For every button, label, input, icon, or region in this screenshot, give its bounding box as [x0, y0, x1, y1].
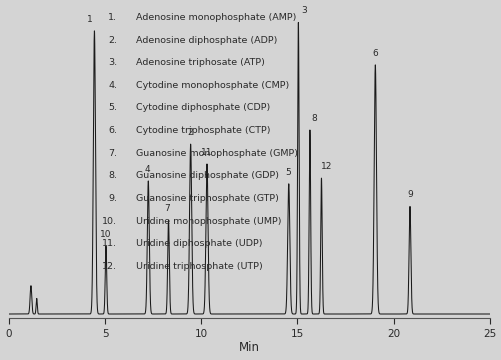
Text: 1.: 1.: [108, 13, 117, 22]
Text: Cytodine triphosphate (CTP): Cytodine triphosphate (CTP): [136, 126, 270, 135]
Text: 8: 8: [311, 114, 317, 123]
X-axis label: Min: Min: [238, 341, 260, 355]
Text: 1: 1: [87, 15, 92, 24]
Text: 5.: 5.: [108, 103, 117, 112]
Text: 11: 11: [201, 148, 212, 157]
Text: Adenosine diphosphate (ADP): Adenosine diphosphate (ADP): [136, 36, 277, 45]
Text: 6: 6: [372, 49, 377, 58]
Text: Uridine triphosphate (UTP): Uridine triphosphate (UTP): [136, 262, 263, 271]
Text: Guanosine monophosphate (GMP): Guanosine monophosphate (GMP): [136, 149, 298, 158]
Text: Cytodine monophosphate (CMP): Cytodine monophosphate (CMP): [136, 81, 289, 90]
Text: 2: 2: [187, 128, 193, 137]
Text: Uridine monophosphate (UMP): Uridine monophosphate (UMP): [136, 217, 281, 226]
Text: 3: 3: [301, 6, 307, 15]
Text: 11.: 11.: [102, 239, 117, 248]
Text: 9.: 9.: [108, 194, 117, 203]
Text: 7: 7: [164, 204, 170, 213]
Text: 5: 5: [285, 168, 290, 177]
Text: 12: 12: [320, 162, 331, 171]
Text: 12.: 12.: [102, 262, 117, 271]
Text: Adenosine triphosate (ATP): Adenosine triphosate (ATP): [136, 58, 265, 67]
Text: 3.: 3.: [108, 58, 117, 67]
Text: Guanosine triphosphate (GTP): Guanosine triphosphate (GTP): [136, 194, 279, 203]
Text: 9: 9: [406, 190, 412, 199]
Text: 7.: 7.: [108, 149, 117, 158]
Text: Guanosine diphosphate (GDP): Guanosine diphosphate (GDP): [136, 171, 279, 180]
Text: 10.: 10.: [102, 217, 117, 226]
Text: 4: 4: [144, 165, 150, 174]
Text: 10: 10: [100, 230, 112, 239]
Text: Adenosine monophosphate (AMP): Adenosine monophosphate (AMP): [136, 13, 296, 22]
Text: 8.: 8.: [108, 171, 117, 180]
Text: Cytodine diphosphate (CDP): Cytodine diphosphate (CDP): [136, 103, 270, 112]
Text: 6.: 6.: [108, 126, 117, 135]
Text: 4.: 4.: [108, 81, 117, 90]
Text: 2.: 2.: [108, 36, 117, 45]
Text: Uridine diphosphate (UDP): Uridine diphosphate (UDP): [136, 239, 262, 248]
